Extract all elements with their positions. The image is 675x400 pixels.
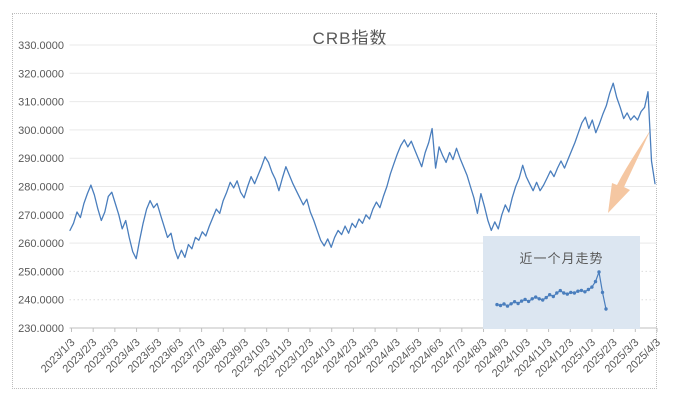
inset-data-point	[537, 297, 541, 301]
inset-data-point	[569, 290, 573, 295]
y-axis-labels: 230.0000 240.0000 250.0000 260.0000 270.0000…	[18, 40, 64, 335]
chart-title: CRB指数	[312, 29, 388, 48]
y-tick-label: 280.0000	[18, 182, 64, 194]
y-tick-label: 250.0000	[18, 266, 64, 278]
inset-series-markers	[495, 270, 608, 311]
y-tick-label: 310.0000	[18, 97, 64, 109]
y-tick-label: 260.0000	[18, 238, 64, 250]
inset-data-point	[512, 300, 517, 304]
inset-data-point	[600, 290, 605, 295]
inset-data-point	[541, 298, 545, 302]
crb-series-line	[69, 82, 656, 260]
inset-data-point	[604, 307, 608, 311]
inset-mini-chart	[495, 270, 608, 311]
inset-data-point	[516, 301, 520, 306]
inset-data-point	[576, 289, 580, 293]
y-tick-label: 320.0000	[18, 68, 64, 80]
inset-data-point	[562, 291, 566, 295]
inset-data-point	[530, 297, 534, 301]
y-tick-label: 330.0000	[18, 40, 64, 52]
inset-data-point	[519, 299, 524, 303]
gridlines	[69, 44, 657, 329]
inset-data-point	[505, 304, 510, 308]
inset-data-point	[502, 302, 506, 306]
inset-data-point	[551, 294, 555, 299]
inset-data-point	[548, 293, 552, 297]
inset-data-point	[495, 302, 499, 307]
inset-data-point	[583, 290, 587, 294]
inset-data-point	[572, 291, 577, 295]
inset-data-point	[590, 285, 594, 289]
inset-data-point	[558, 288, 562, 293]
inset-title: 近一个月走势	[519, 251, 604, 266]
y-tick-label: 300.0000	[18, 125, 64, 137]
inset-data-point	[586, 287, 591, 292]
inset-data-point	[579, 288, 584, 293]
inset-data-point	[544, 295, 548, 300]
inset-data-point	[593, 279, 598, 284]
y-tick-label: 270.0000	[18, 210, 64, 222]
y-tick-label: 240.0000	[18, 295, 64, 307]
inset-data-point	[565, 292, 569, 296]
inset-data-point	[555, 291, 559, 295]
inset-data-point	[523, 297, 527, 302]
x-axis-labels: 2023/1/32023/2/32023/3/32023/4/32023/5/3…	[39, 337, 663, 380]
inset-data-point	[498, 303, 503, 308]
annotation-arrow-icon	[608, 129, 651, 213]
inset-panel: 近一个月走势	[483, 236, 640, 329]
y-tick-label: 290.0000	[18, 153, 64, 165]
inset-data-point	[526, 299, 531, 304]
x-axis	[71, 328, 658, 332]
inset-data-point	[534, 295, 538, 299]
inset-data-point	[509, 302, 513, 306]
inset-data-point	[597, 270, 601, 274]
y-tick-label: 230.0000	[18, 323, 64, 335]
